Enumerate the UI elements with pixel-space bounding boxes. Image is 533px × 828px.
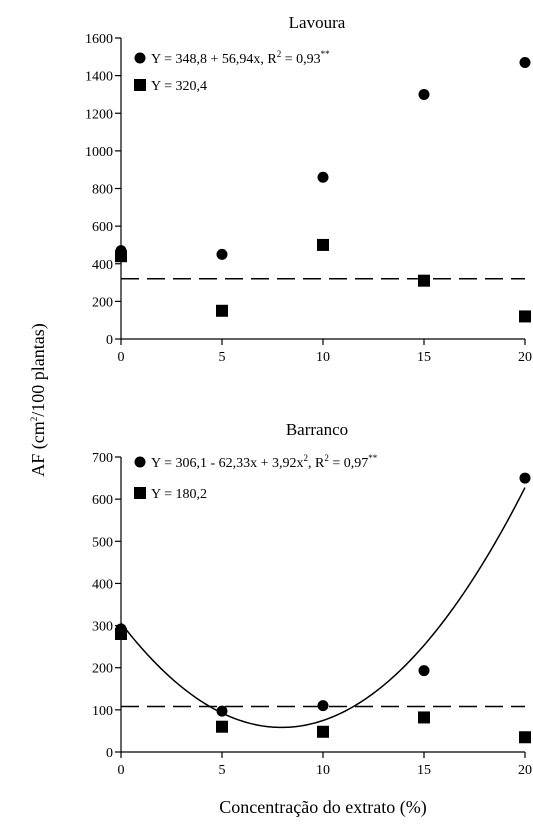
data-point-square [216, 720, 228, 733]
x-tick-label: 20 [518, 763, 532, 778]
data-point-square [519, 310, 531, 323]
y-tick-label: 0 [106, 333, 113, 348]
data-point-circle [418, 88, 430, 100]
legend-label: Y = 180,2 [151, 487, 207, 502]
y-tick-label: 700 [92, 451, 113, 466]
y-tick-label: 400 [92, 258, 113, 273]
x-tick-label: 10 [316, 763, 330, 778]
x-tick-label: 0 [118, 763, 125, 778]
data-point-circle [519, 56, 531, 68]
y-tick-label: 200 [92, 295, 113, 310]
y-tick-label: 1200 [85, 107, 113, 122]
y-tick-label: 200 [92, 662, 113, 677]
legend-marker-circle [134, 52, 146, 64]
x-tick-label: 5 [219, 763, 226, 778]
data-point-square [216, 304, 228, 317]
data-point-circle [317, 171, 329, 183]
y-tick-label: 0 [106, 746, 113, 761]
x-tick-label: 15 [417, 350, 431, 365]
legend-label: Y = 348,8 + 56,94x, R2 = 0,93** [151, 49, 330, 67]
data-point-circle [216, 705, 228, 717]
y-axis-label: AF (cm2/100 plantas) [28, 323, 49, 476]
legend-marker-square [134, 79, 146, 91]
x-tick-label: 0 [118, 350, 125, 365]
y-tick-label: 800 [92, 183, 113, 198]
data-point-square [115, 250, 127, 263]
data-point-square [418, 711, 430, 724]
y-tick-label: 1000 [85, 145, 113, 160]
y-tick-label: 1600 [85, 32, 113, 47]
data-point-square [317, 238, 329, 251]
data-point-circle [216, 248, 228, 260]
legend-label: Y = 320,4 [151, 79, 207, 94]
legend-label: Y = 306,1 - 62,33x + 3,92x2, R2 = 0,97** [151, 453, 378, 471]
legend-marker-circle [134, 456, 146, 468]
data-point-square [317, 725, 329, 738]
x-tick-label: 5 [219, 350, 226, 365]
panel-barranco: Barranco 0 100 200 300 400 500 600 700 0 5 10 15 20 Y … [92, 420, 532, 778]
data-point-circle [418, 665, 430, 677]
panel-lavoura: Lavoura 0 200 400 600 800 1000 1200 1400 1600 0 5 10… [85, 13, 532, 365]
data-point-circle [519, 472, 531, 484]
x-axis-label: Concentração do extrato (%) [219, 797, 426, 818]
legend-marker-square [134, 487, 146, 499]
y-tick-label: 400 [92, 577, 113, 592]
y-tick-label: 600 [92, 220, 113, 235]
data-point-square [115, 628, 127, 640]
data-point-square [418, 274, 430, 287]
chart-title: Lavoura [289, 13, 346, 32]
y-tick-label: 300 [92, 620, 113, 635]
y-tick-label: 500 [92, 535, 113, 550]
data-point-circle [317, 700, 329, 712]
fit-curve-quadratic [120, 487, 526, 729]
x-tick-label: 15 [417, 763, 431, 778]
y-tick-label: 100 [92, 704, 113, 719]
y-tick-label: 600 [92, 493, 113, 508]
x-tick-label: 20 [518, 350, 532, 365]
chart-title: Barranco [286, 420, 348, 439]
data-point-square [519, 731, 531, 744]
x-tick-label: 10 [316, 350, 330, 365]
y-tick-label: 1400 [85, 70, 113, 85]
